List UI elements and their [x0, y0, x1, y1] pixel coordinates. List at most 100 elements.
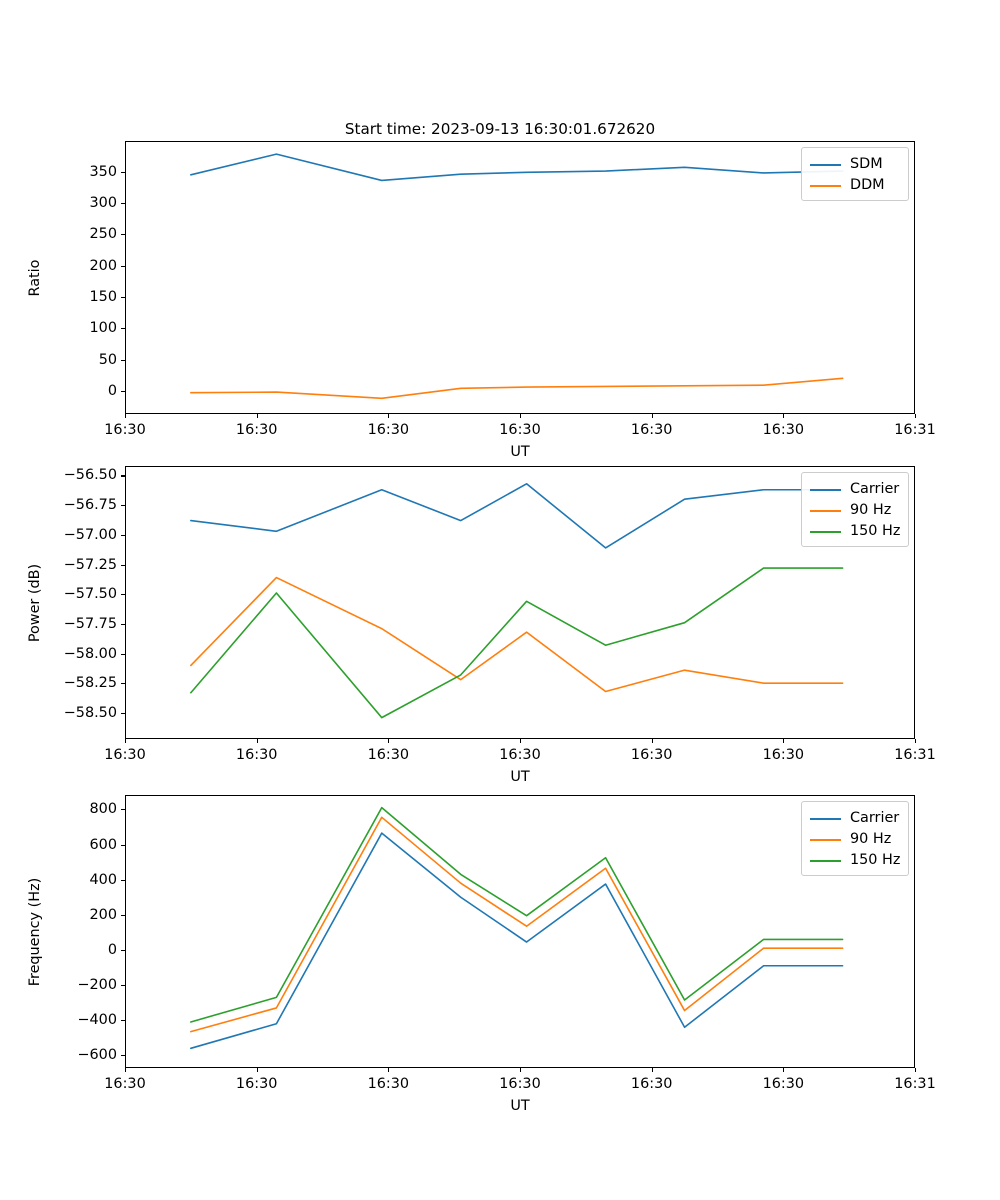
legend-top[interactable]: SDM DDM — [801, 147, 909, 201]
xtick-label: 16:31 — [894, 422, 936, 438]
ytick-mark — [121, 296, 125, 298]
ytick-mark — [121, 390, 125, 392]
xtick-label: 16:30 — [235, 747, 278, 763]
ytick-label: −58.50 — [63, 704, 117, 721]
xtick-mark — [125, 739, 127, 743]
legend-entry[interactable]: Carrier — [810, 479, 900, 500]
ytick-label: 300 — [89, 194, 117, 211]
xtick-mark — [783, 739, 785, 743]
ytick-mark — [121, 914, 125, 916]
legend-entry[interactable]: 90 Hz — [810, 500, 900, 521]
legend-label: Carrier — [850, 481, 900, 498]
ytick-mark — [121, 202, 125, 205]
ytick-label: −200 — [77, 977, 117, 994]
xtick-mark — [388, 1068, 390, 1072]
ytick-label: 0 — [107, 941, 117, 958]
xtick-mark — [388, 739, 390, 743]
legend-middle[interactable]: Carrier 90 Hz 150 Hz — [801, 472, 909, 547]
xtick-label: 16:30 — [367, 1076, 410, 1092]
legend-line-swatch-icon — [810, 859, 841, 862]
xtick-mark — [256, 739, 258, 743]
xtick-label: 16:30 — [104, 1076, 146, 1092]
ytick-label: 150 — [89, 288, 117, 305]
legend-line-swatch-icon — [810, 488, 841, 491]
axes-frame-bottom — [125, 795, 915, 1068]
yaxis-label-bottom: Frequency (Hz) — [27, 877, 43, 986]
xtick-mark — [520, 414, 522, 418]
xtick-label: 16:30 — [104, 422, 146, 438]
ytick-label: −56.75 — [63, 497, 117, 514]
legend-line-swatch-icon — [810, 163, 841, 166]
ytick-mark — [121, 809, 125, 811]
ytick-mark — [121, 564, 125, 566]
legend-line-swatch-icon — [810, 817, 841, 820]
xtick-mark — [651, 1068, 653, 1072]
xtick-mark — [520, 739, 522, 743]
xtick-label: 16:31 — [894, 747, 936, 763]
legend-label: SDM — [850, 156, 883, 173]
ytick-label: 400 — [89, 871, 117, 888]
ytick-label: −58.00 — [63, 645, 117, 662]
xtick-label: 16:30 — [367, 747, 410, 763]
ytick-label: 200 — [89, 906, 117, 923]
ytick-label: −58.25 — [63, 675, 117, 692]
legend-entry[interactable]: DDM — [810, 175, 900, 196]
ytick-label: −57.75 — [63, 615, 117, 632]
xtick-label: 16:30 — [630, 422, 673, 438]
ytick-label: 50 — [98, 351, 117, 368]
ytick-mark — [121, 171, 125, 173]
ytick-label: −600 — [77, 1047, 117, 1064]
ytick-label: 600 — [89, 836, 117, 853]
xtick-mark — [651, 739, 653, 743]
legend-label: 150 Hz — [850, 852, 901, 869]
ytick-mark — [121, 985, 125, 987]
ytick-label: 250 — [89, 226, 117, 243]
xtick-label: 16:30 — [235, 1076, 278, 1092]
ytick-mark — [121, 949, 125, 952]
legend-label: 90 Hz — [850, 502, 892, 519]
axes-frame-top — [125, 141, 915, 414]
xtick-mark — [125, 1068, 127, 1072]
figure-title: Start time: 2023-09-13 16:30:01.672620 — [344, 120, 656, 138]
xtick-mark — [915, 414, 917, 418]
xtick-label: 16:30 — [499, 422, 541, 438]
ytick-mark — [121, 594, 125, 596]
xtick-label: 16:30 — [235, 422, 278, 438]
xtick-mark — [783, 1068, 785, 1072]
ytick-mark — [121, 1020, 125, 1022]
xtick-mark — [256, 1068, 258, 1072]
ytick-mark — [121, 844, 125, 846]
ytick-mark — [121, 1055, 125, 1057]
legend-line-swatch-icon — [810, 184, 841, 187]
legend-label: DDM — [850, 177, 885, 194]
ytick-mark — [121, 475, 125, 477]
ytick-mark — [121, 653, 125, 655]
legend-label: 150 Hz — [850, 523, 901, 540]
xtick-label: 16:30 — [499, 747, 541, 763]
legend-entry[interactable]: Carrier — [810, 808, 900, 829]
ytick-mark — [121, 265, 125, 267]
legend-bottom[interactable]: Carrier 90 Hz 150 Hz — [801, 801, 909, 876]
ytick-label: −57.25 — [63, 556, 117, 573]
legend-entry[interactable]: 150 Hz — [810, 521, 900, 542]
legend-entry[interactable]: 90 Hz — [810, 829, 900, 850]
legend-line-swatch-icon — [810, 530, 841, 533]
legend-line-swatch-icon — [810, 838, 841, 841]
xaxis-label-middle: UT — [510, 769, 530, 785]
xtick-label: 16:30 — [630, 747, 673, 763]
xtick-mark — [125, 414, 127, 418]
legend-entry[interactable]: SDM — [810, 154, 900, 175]
xtick-mark — [388, 414, 390, 418]
ytick-mark — [121, 359, 125, 361]
ytick-label: −57.00 — [63, 526, 117, 543]
xtick-label: 16:30 — [762, 1076, 805, 1092]
legend-entry[interactable]: 150 Hz — [810, 850, 900, 871]
xtick-label: 16:30 — [367, 422, 410, 438]
xtick-label: 16:30 — [762, 747, 805, 763]
ytick-label: −57.50 — [63, 586, 117, 603]
ytick-mark — [121, 534, 125, 536]
xtick-label: 16:31 — [894, 1076, 936, 1092]
xtick-mark — [783, 414, 785, 418]
